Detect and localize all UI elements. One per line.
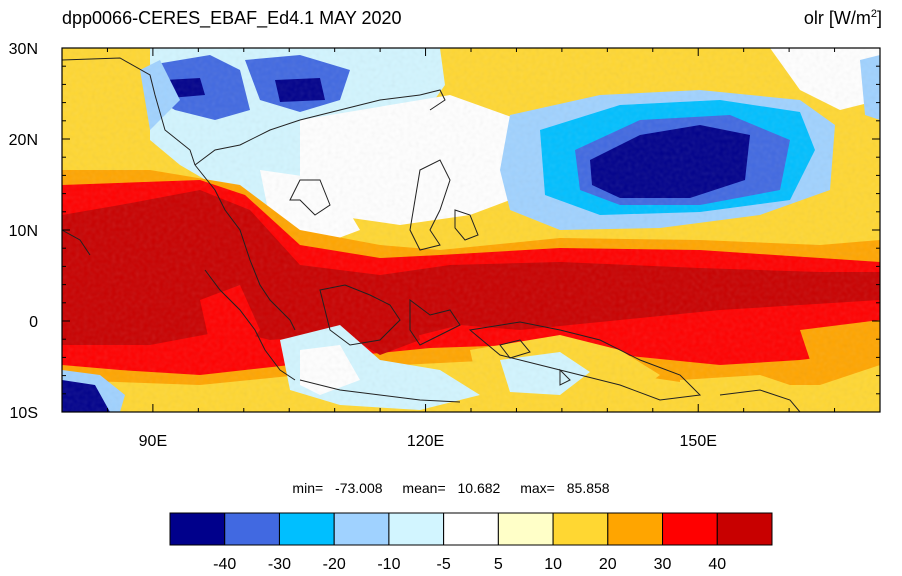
colorbar-swatch bbox=[716, 512, 773, 546]
latitude-label: 0 bbox=[29, 314, 38, 331]
variable-unit-label: olr [W/m2] bbox=[804, 8, 882, 29]
latitude-label: 30N bbox=[9, 41, 38, 58]
colorbar-label: 5 bbox=[494, 556, 503, 573]
colorbar-label: -10 bbox=[377, 556, 400, 573]
colorbar-label: -20 bbox=[323, 556, 346, 573]
mean-value: 10.682 bbox=[457, 480, 501, 496]
colorbar-label: -5 bbox=[437, 556, 451, 573]
map-title: dpp0066-CERES_EBAF_Ed4.1 MAY 2020 bbox=[62, 8, 402, 28]
max-value: 85.858 bbox=[566, 480, 610, 496]
latitude-label: 20N bbox=[9, 132, 38, 149]
mean-label: mean= bbox=[402, 480, 446, 496]
max-label: max= bbox=[520, 480, 555, 496]
colorbar bbox=[169, 512, 773, 546]
coastlines bbox=[62, 57, 801, 412]
unit-exponent: 2 bbox=[870, 8, 877, 20]
latitude-label: 10S bbox=[10, 405, 38, 422]
longitude-labels: 90E 120E 150E bbox=[139, 433, 717, 450]
unit-prefix: [W/m bbox=[828, 8, 871, 28]
colorbar-swatch bbox=[333, 512, 390, 546]
min-value: -73.008 bbox=[335, 480, 383, 496]
colorbar-swatch bbox=[278, 512, 335, 546]
colorbar-swatch bbox=[224, 512, 280, 546]
min-label: min= bbox=[292, 480, 324, 496]
colorbar-swatch bbox=[169, 512, 226, 546]
longitude-label: 120E bbox=[407, 433, 444, 450]
colorbar-labels: -40 -30 -20 -10 -5 5 10 20 30 40 bbox=[213, 556, 726, 573]
colorbar-swatch bbox=[388, 512, 445, 546]
olr-field bbox=[62, 48, 880, 412]
colorbar-label: -30 bbox=[268, 556, 291, 573]
variable-name: olr bbox=[803, 8, 824, 28]
unit-suffix: ] bbox=[876, 8, 882, 28]
latitude-label: 10N bbox=[9, 223, 38, 240]
longitude-label: 150E bbox=[680, 433, 717, 450]
colorbar-swatch bbox=[443, 512, 499, 546]
colorbar-swatch bbox=[497, 512, 554, 546]
field-statistics: min= -73.008 mean= 10.682 max= 85.858 bbox=[0, 480, 902, 496]
colorbar-label: -40 bbox=[213, 556, 236, 573]
longitude-label: 90E bbox=[139, 433, 167, 450]
colorbar-label: 20 bbox=[599, 556, 617, 573]
colorbar-swatch bbox=[552, 512, 609, 546]
colorbar-label: 30 bbox=[654, 556, 672, 573]
latitude-labels: 30N 20N 10N 0 10S bbox=[9, 41, 38, 422]
colorbar-swatch bbox=[607, 512, 664, 546]
colorbar-label: 10 bbox=[544, 556, 562, 573]
axis-ticks bbox=[61, 47, 881, 413]
colorbar-label: 40 bbox=[708, 556, 726, 573]
colorbar-swatch bbox=[662, 512, 718, 546]
